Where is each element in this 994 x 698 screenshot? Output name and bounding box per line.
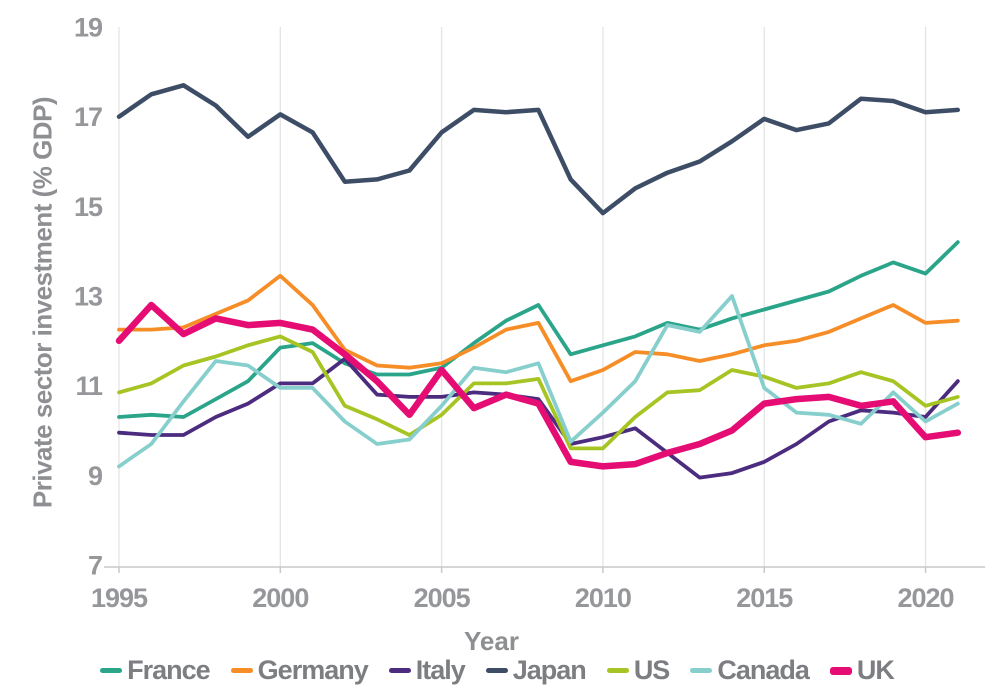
legend-label-germany: Germany [257, 655, 369, 685]
x-axis-line [104, 566, 985, 573]
series-line-france [117, 240, 960, 419]
legend-swatch-japan [485, 668, 508, 673]
x-tick-label-1995: 1995 [91, 583, 148, 613]
legend-label-italy: Italy [415, 655, 466, 685]
legend-swatch-uk [829, 666, 852, 675]
x-tick-label-2020: 2020 [897, 583, 953, 613]
y-tick-label-19: 19 [74, 13, 103, 43]
y-tick-label-13: 13 [74, 282, 103, 312]
x-tick-label-2005: 2005 [414, 583, 471, 613]
legend-label-uk: UK [856, 655, 895, 685]
x-tick-label-2015: 2015 [736, 583, 793, 613]
legend-item-france: France [100, 655, 211, 686]
legend-item-canada: Canada [690, 655, 810, 686]
legend-item-uk: UK [829, 655, 895, 686]
legend-item-us: US [606, 655, 671, 686]
series-line-us [117, 334, 960, 451]
x-tick-label-2010: 2010 [575, 583, 631, 613]
series-line-canada [117, 294, 960, 469]
y-tick-label-15: 15 [74, 192, 103, 222]
legend-label-canada: Canada [717, 655, 810, 685]
series-line-japan [116, 83, 961, 216]
y-tick-label-7: 7 [88, 551, 102, 581]
legend-label-us: US [633, 655, 671, 685]
legend-item-germany: Germany [230, 655, 369, 686]
y-tick-label-9: 9 [88, 461, 103, 491]
y-tick-label-17: 17 [74, 102, 102, 132]
series-line-italy [117, 356, 960, 480]
series-lines [115, 83, 962, 480]
legend-label-france: France [127, 655, 211, 685]
legend-swatch-germany [230, 668, 253, 673]
y-tick-labels: 19 17 15 13 11 9 7 [74, 13, 104, 581]
legend-swatch-france [100, 668, 123, 673]
legend: France Germany Italy Japan US Canada UK [0, 655, 994, 686]
legend-swatch-us [606, 668, 629, 673]
legend-swatch-canada [690, 668, 713, 673]
legend-label-japan: Japan [512, 655, 587, 685]
x-tick-label-2000: 2000 [252, 583, 308, 613]
y-axis-title: Private sector investment (% GDP) [27, 96, 58, 509]
y-tick-label-11: 11 [75, 371, 103, 401]
legend-swatch-italy [388, 668, 411, 673]
series-line-germany [117, 273, 960, 384]
series-line-uk [115, 301, 962, 470]
legend-item-italy: Italy [388, 655, 466, 686]
legend-item-japan: Japan [485, 655, 587, 686]
x-tick-labels: 1995 2000 2005 2010 2015 2020 [91, 583, 955, 613]
x-axis-title: Year [464, 626, 519, 656]
